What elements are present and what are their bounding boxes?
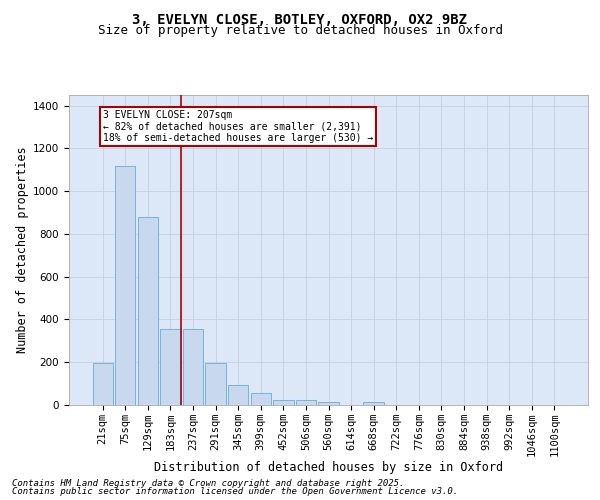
Bar (205, 364, 226, 405)
Text: Contains public sector information licensed under the Open Government Licence v3: Contains public sector information licen… (12, 487, 458, 496)
Y-axis label: Number of detached properties: Number of detached properties (16, 146, 29, 354)
Bar (296, 400, 316, 405)
Bar (251, 393, 271, 405)
Text: Size of property relative to detached houses in Oxford: Size of property relative to detached ho… (97, 24, 503, 37)
Bar (273, 400, 293, 405)
Text: Contains HM Land Registry data © Crown copyright and database right 2025.: Contains HM Land Registry data © Crown c… (12, 478, 404, 488)
X-axis label: Distribution of detached houses by size in Oxford: Distribution of detached houses by size … (154, 460, 503, 473)
Bar (115, 166, 136, 405)
Bar (92, 364, 113, 405)
Bar (319, 402, 338, 405)
Bar (183, 329, 203, 405)
Bar (160, 329, 181, 405)
Bar (364, 402, 384, 405)
Text: 3, EVELYN CLOSE, BOTLEY, OXFORD, OX2 9BZ: 3, EVELYN CLOSE, BOTLEY, OXFORD, OX2 9BZ (133, 12, 467, 26)
Bar (138, 217, 158, 405)
Bar (228, 384, 248, 405)
Text: 3 EVELYN CLOSE: 207sqm
← 82% of detached houses are smaller (2,391)
18% of semi-: 3 EVELYN CLOSE: 207sqm ← 82% of detached… (103, 110, 373, 143)
